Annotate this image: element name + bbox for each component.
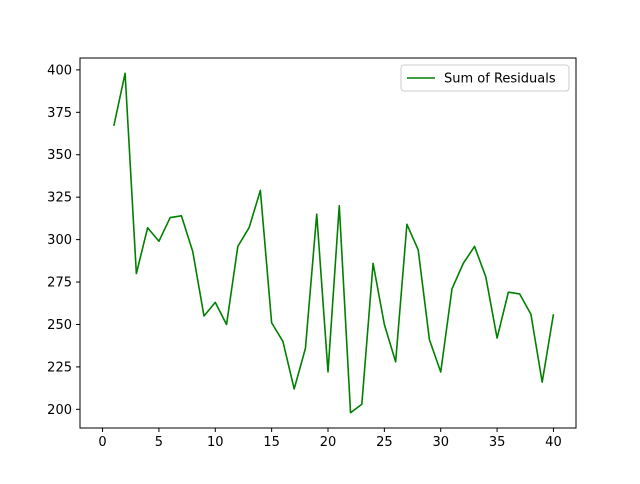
y-tick-label: 325	[47, 191, 72, 206]
legend: Sum of Residuals	[400, 64, 570, 92]
y-tick-label: 375	[47, 106, 72, 121]
x-tick-label: 35	[489, 435, 506, 450]
x-tick-label: 25	[376, 435, 393, 450]
y-tick-label: 350	[47, 148, 72, 163]
series-line-0	[113, 72, 555, 414]
y-tick-label: 200	[47, 403, 72, 418]
legend-box	[400, 64, 570, 92]
x-tick-label: 15	[263, 435, 280, 450]
x-tick-label: 10	[207, 435, 224, 450]
plot-area	[113, 72, 555, 414]
x-tick-label: 30	[432, 435, 449, 450]
x-axis: 0 5 10 15 20 25 30 35 40	[98, 428, 562, 450]
y-tick-label: 400	[47, 63, 72, 78]
x-tick-label: 0	[98, 435, 106, 450]
y-tick-label: 300	[47, 233, 72, 248]
y-axis: 200 225 250 275 300 325 350 375 400	[47, 63, 80, 418]
x-tick-label: 5	[155, 435, 163, 450]
y-tick-label: 225	[47, 360, 72, 375]
legend-label: Sum of Residuals	[444, 72, 556, 87]
y-tick-label: 275	[47, 276, 72, 291]
x-tick-label: 40	[545, 435, 562, 450]
x-tick-label: 20	[320, 435, 337, 450]
y-tick-label: 250	[47, 318, 72, 333]
